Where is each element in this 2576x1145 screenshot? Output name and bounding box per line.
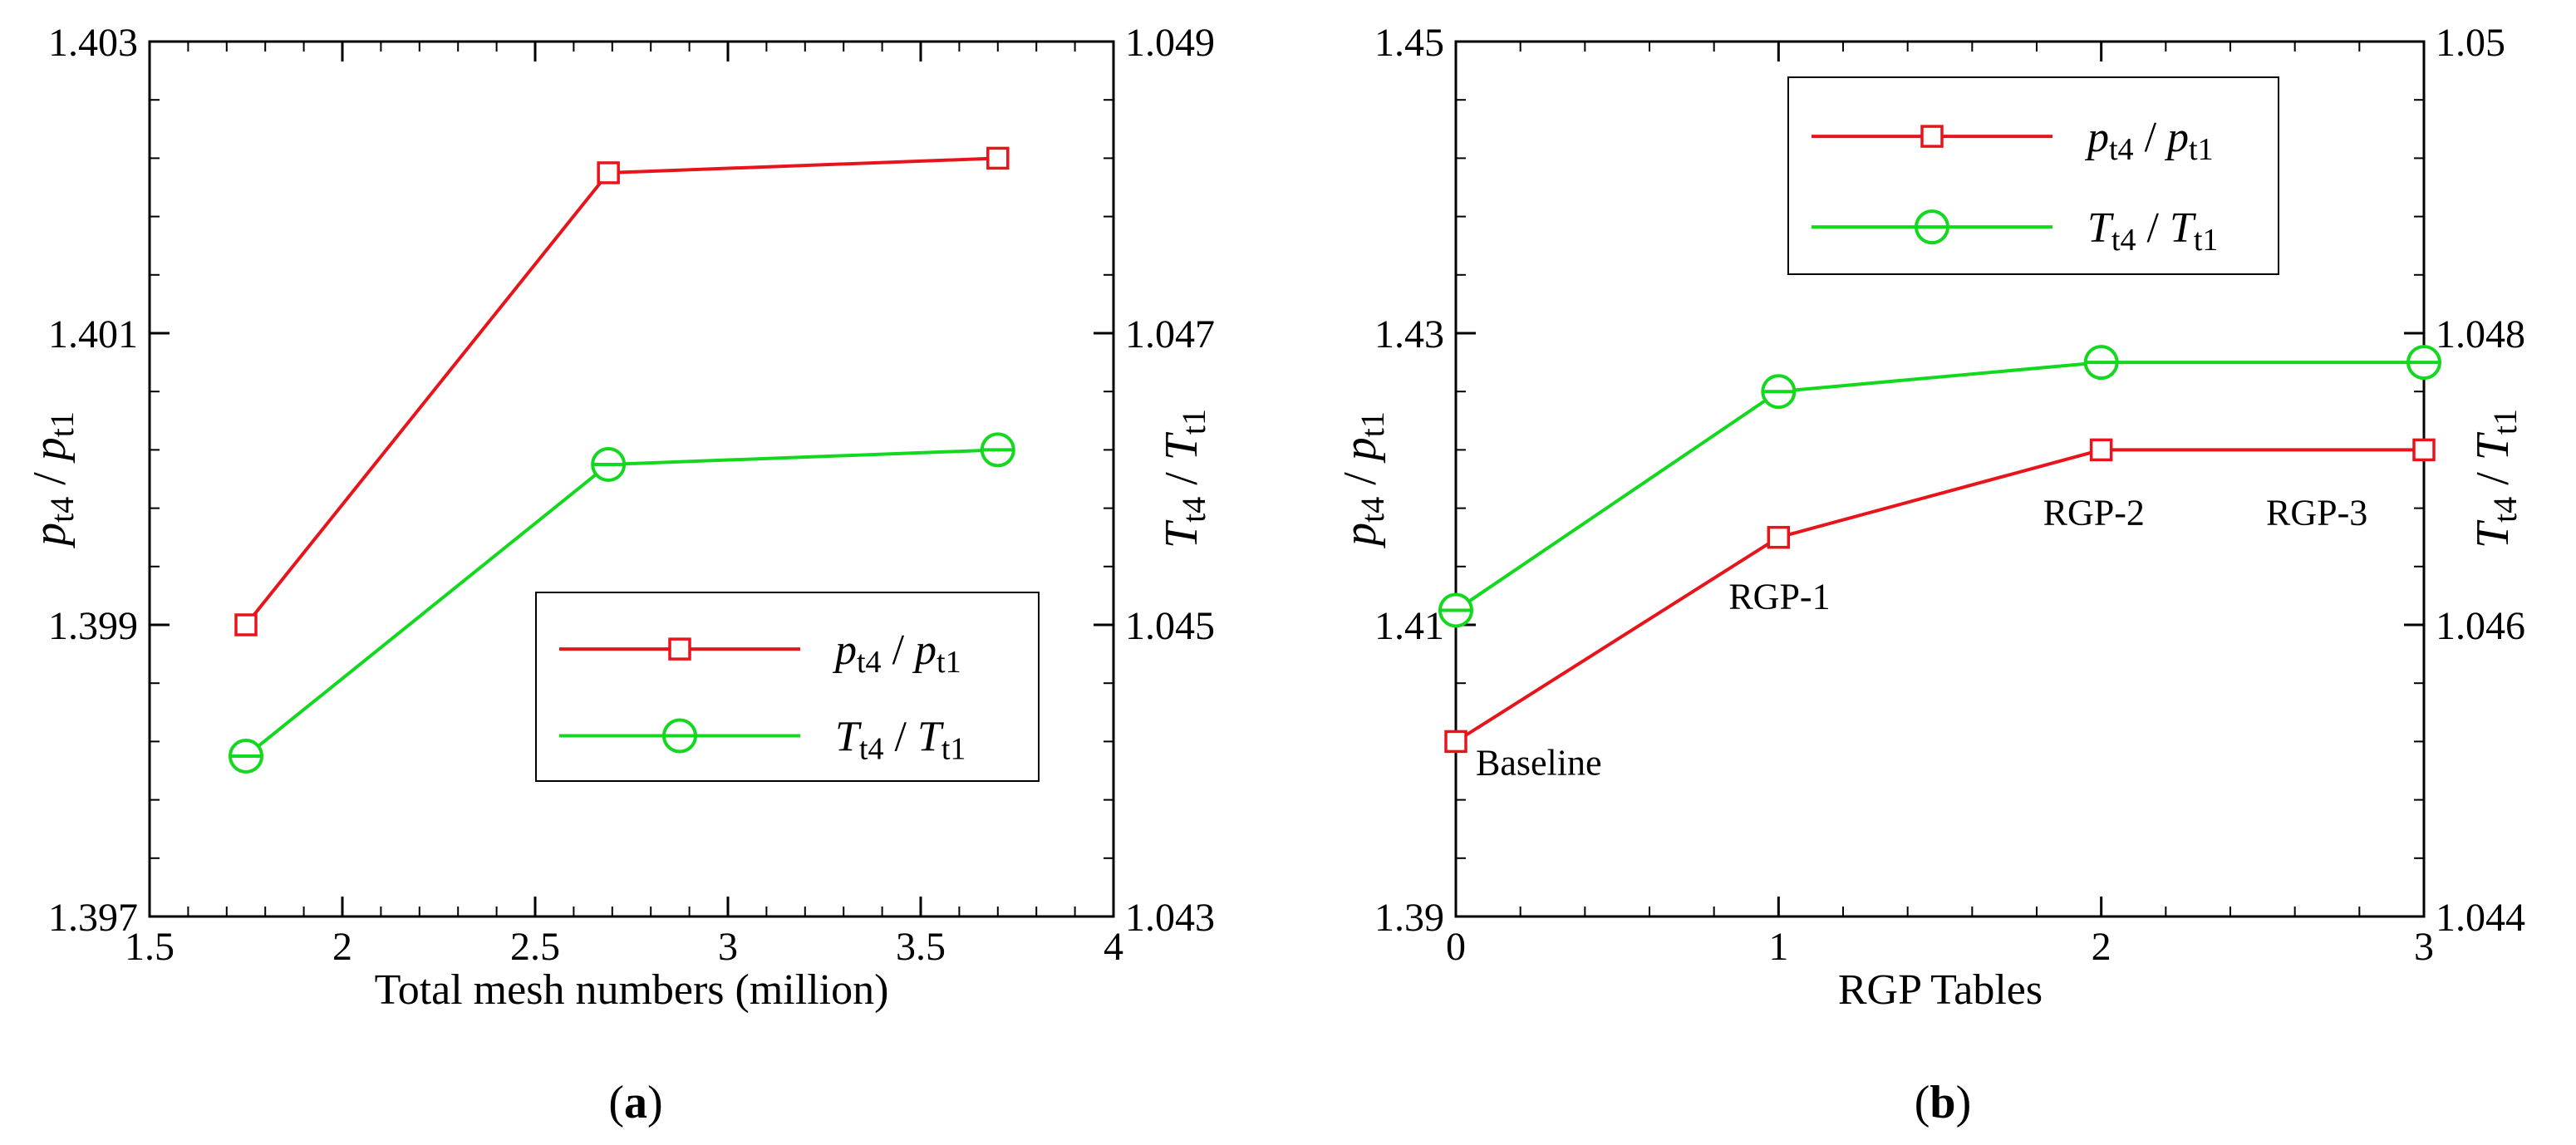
y-right-tick-label: 1.05 — [2436, 21, 2505, 65]
y-right-tick-label: 1.045 — [1125, 604, 1215, 648]
y-left-tick-label: 1.401 — [48, 312, 138, 356]
x-tick-label: 2 — [2092, 925, 2111, 969]
y-right-tick-label: 1.047 — [1125, 312, 1215, 356]
y-right-tick-label: 1.048 — [2436, 312, 2525, 356]
pressure-ratio-line — [244, 156, 998, 627]
legend-box — [1787, 76, 2279, 275]
x-tick-label: 1 — [1768, 925, 1788, 969]
y-left-tick-label: 1.43 — [1374, 312, 1444, 356]
pressure-ratio-point — [597, 161, 620, 184]
x-tick-label: 0 — [1446, 925, 1466, 969]
y-right-axis-label: Tt4 / Tt1 — [1156, 409, 1212, 548]
y-left-tick-label: 1.41 — [1374, 604, 1444, 648]
pressure-ratio-point — [2412, 438, 2436, 462]
y-right-tick-label: 1.046 — [2436, 604, 2525, 648]
legend-entry-label: pt4 / pt1 — [2084, 114, 2214, 167]
pressure-ratio-line — [1454, 448, 2424, 744]
y-left-axis-label: pt4 / pt1 — [24, 411, 81, 549]
legend-entry-label: Tt4 / Tt1 — [2087, 204, 2218, 258]
x-tick-label: 1.5 — [125, 925, 175, 969]
plot-frame — [148, 40, 1115, 918]
temperature-ratio-line — [1454, 361, 2424, 612]
point-annotation: RGP-3 — [2266, 492, 2367, 533]
y-left-tick-label: 1.45 — [1374, 21, 1444, 65]
pressure-ratio-point — [1767, 525, 1791, 549]
x-tick-label: 3 — [718, 925, 738, 969]
plot-frame — [1454, 40, 2426, 918]
y-left-tick-label: 1.399 — [48, 604, 138, 648]
x-tick-label: 4 — [1104, 925, 1123, 969]
pressure-ratio-point — [234, 613, 258, 636]
pressure-ratio-point — [986, 146, 1010, 170]
y-left-tick-label: 1.403 — [48, 21, 138, 65]
legend-marker-square — [668, 637, 691, 661]
legend-entry-label: pt4 / pt1 — [832, 627, 961, 680]
legend-marker-square — [1920, 125, 1944, 148]
x-tick-label: 3 — [2414, 925, 2434, 969]
chart-panel-a: 1.5 2 2.5 3 3.5 4 1.397 1.399 1.401 1.403 1.043 1.0… — [24, 21, 1215, 1128]
x-axis-label: RGP Tables — [1838, 966, 2043, 1014]
y-left-tick-label: 1.39 — [1374, 896, 1444, 940]
x-tick-label: 2.5 — [510, 925, 560, 969]
panel-label: (b) — [1915, 1077, 1971, 1128]
point-annotation: Baseline — [1476, 742, 1602, 783]
y-right-axis-label: Tt4 / Tt1 — [2467, 409, 2524, 548]
x-tick-label: 2 — [332, 925, 352, 969]
y-right-tick-label: 1.044 — [2436, 896, 2525, 940]
y-left-axis-label: pt4 / pt1 — [1335, 411, 1391, 549]
pressure-ratio-point — [1444, 730, 1467, 754]
y-right-tick-label: 1.049 — [1125, 21, 1215, 65]
chart-panel-b: 0 1 2 3 1.39 1.41 1.43 1.45 1.044 1.046 1.048 1.05 R… — [1335, 21, 2525, 1128]
x-axis-label: Total mesh numbers (million) — [375, 966, 889, 1014]
y-left-tick-label: 1.397 — [48, 896, 138, 940]
legend-entry-label: Tt4 / Tt1 — [835, 714, 966, 767]
panel-label: (a) — [608, 1077, 662, 1128]
legend-box — [535, 592, 1040, 782]
point-annotation: RGP-2 — [2043, 492, 2145, 533]
x-tick-label: 3.5 — [896, 925, 946, 969]
pressure-ratio-point — [2089, 438, 2113, 462]
point-annotation: RGP-1 — [1728, 577, 1830, 617]
y-right-tick-label: 1.043 — [1125, 896, 1215, 940]
